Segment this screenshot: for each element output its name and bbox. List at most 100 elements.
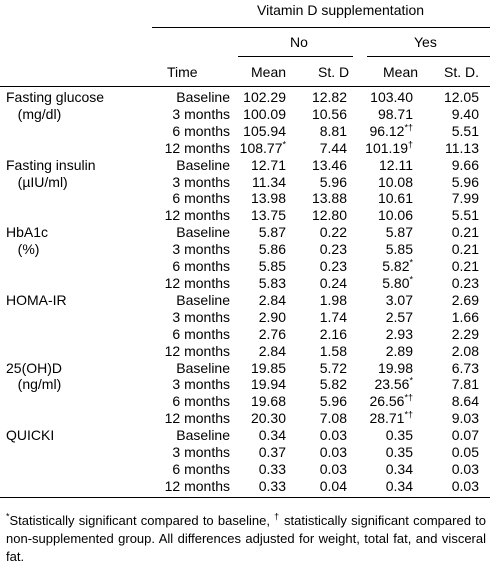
significance-mark: *† [404, 392, 413, 403]
table-row: 12 months 13.75 12.80 10.06 5.51 [0, 207, 490, 224]
time-cell: 3 months [172, 444, 230, 461]
time-header: Time [167, 64, 198, 80]
variable-unit: (µIU/ml) [6, 173, 68, 190]
time-cell: Baseline [176, 359, 230, 376]
no-mean-cell: 108.77* [239, 139, 286, 156]
no-sd-cell: 0.23 [319, 258, 347, 275]
footnote: *Statistically significant compared to b… [6, 511, 486, 564]
yes-sd-header: St. D. [444, 64, 480, 80]
table-row: 6 months 105.94 8.81 96.12*† 5.51 [0, 123, 490, 140]
yes-sd-cell: 2.08 [451, 342, 479, 359]
yes-sd-cell: 5.96 [451, 173, 479, 190]
time-cell: 12 months [164, 477, 230, 494]
yes-sd-cell: 5.51 [451, 122, 479, 139]
yes-sd-cell: 12.05 [443, 89, 479, 105]
significance-mark: * [282, 139, 286, 150]
time-cell: 3 months [172, 173, 230, 190]
table-row: (µIU/ml) 3 months 11.34 5.96 10.08 5.96 [0, 174, 490, 191]
table-row: HOMA-IR Baseline 2.84 1.98 3.07 2.69 [0, 292, 490, 309]
time-cell: 12 months [164, 207, 230, 224]
yes-sd-cell: 0.21 [451, 241, 479, 258]
yes-sd-cell: 7.81 [451, 376, 479, 393]
yes-mean-cell: 28.71*† [369, 409, 413, 427]
table-row: 6 months 2.76 2.16 2.93 2.29 [0, 326, 490, 343]
no-mean-cell: 19.68 [250, 393, 286, 410]
table-bottom-rule [0, 497, 490, 498]
time-cell: 6 months [172, 393, 230, 410]
table-row: 6 months 0.33 0.03 0.34 0.03 [0, 461, 490, 478]
time-cell: 6 months [172, 258, 230, 275]
no-sd-cell: 5.96 [319, 173, 347, 190]
yes-mean-cell: 103.40 [370, 89, 413, 105]
variable-name: 25(OH)D [6, 359, 63, 376]
yes-mean-cell: 0.35 [385, 427, 413, 444]
table-row: 6 months 19.68 5.96 26.56*† 8.64 [0, 393, 490, 410]
no-rule [238, 56, 353, 57]
table-row: 12 months 2.84 1.58 2.89 2.08 [0, 343, 490, 360]
table-row: 3 months 0.37 0.03 0.35 0.05 [0, 444, 490, 461]
no-sd-cell: 12.82 [311, 89, 347, 105]
yes-mean-cell: 0.35 [385, 444, 413, 461]
no-sd-cell: 1.58 [319, 342, 347, 359]
yes-sd-cell: 1.66 [451, 308, 479, 325]
yes-sd-cell: 0.03 [451, 460, 479, 477]
variable-unit [0, 258, 148, 275]
group-rule [152, 27, 490, 28]
yes-mean-cell: 2.89 [385, 342, 413, 359]
no-sd-cell: 2.16 [319, 325, 347, 342]
variable-name: HbA1c [6, 224, 49, 241]
no-mean-cell: 20.30 [250, 410, 286, 427]
yes-sd-cell: 5.51 [451, 207, 479, 224]
no-sd-cell: 0.03 [319, 427, 347, 444]
no-mean-header: Mean [251, 64, 287, 80]
no-mean-cell: 102.29 [243, 89, 286, 105]
yes-sd-cell: 9.40 [451, 105, 479, 122]
time-cell: 3 months [172, 308, 230, 325]
no-sd-cell: 0.22 [319, 224, 347, 241]
no-sd-cell: 0.03 [319, 444, 347, 461]
significance-mark: *† [404, 409, 413, 420]
no-sd-cell: 1.74 [319, 308, 347, 325]
time-cell: 12 months [164, 410, 230, 427]
yes-mean-cell: 5.82* [382, 257, 413, 275]
variable-unit: (ng/ml) [6, 376, 62, 393]
yes-sd-cell: 9.03 [451, 410, 479, 427]
table-row: 12 months 108.77* 7.44 101.19† 11.13 [0, 140, 490, 157]
variable-unit [0, 410, 148, 427]
variable-name: HOMA-IR [6, 291, 67, 308]
yes-mean-cell: 5.85 [385, 241, 413, 258]
table-row: 25(OH)D Baseline 19.85 5.72 19.98 6.73 [0, 360, 490, 377]
table-row: (%) 3 months 5.86 0.23 5.85 0.21 [0, 241, 490, 258]
yes-sd-cell: 8.64 [451, 393, 479, 410]
no-mean-cell: 0.33 [258, 460, 286, 477]
time-cell: Baseline [176, 427, 230, 444]
no-mean-cell: 0.37 [258, 444, 286, 461]
time-cell: 12 months [164, 139, 230, 156]
yes-mean-cell: 101.19† [365, 139, 413, 156]
time-cell: 3 months [172, 376, 230, 393]
no-mean-cell: 2.90 [258, 308, 286, 325]
no-mean-cell: 100.09 [243, 105, 286, 122]
yes-sd-cell: 0.23 [451, 274, 479, 291]
variable-name: Fasting glucose [6, 89, 105, 105]
yes-label: Yes [414, 34, 437, 50]
group-title: Vitamin D supplementation [257, 2, 425, 18]
time-cell: 6 months [172, 122, 230, 139]
no-mean-cell: 2.84 [258, 342, 286, 359]
yes-sd-cell: 9.66 [451, 156, 479, 173]
yes-sd-cell: 0.03 [451, 477, 479, 494]
variable-unit [0, 478, 148, 495]
variable-unit [0, 140, 148, 157]
variable-unit [0, 343, 148, 360]
footnote-mark: † [274, 511, 280, 522]
significance-mark: * [409, 257, 413, 268]
yes-sd-cell: 6.73 [451, 359, 479, 376]
yes-rule [367, 56, 490, 57]
time-cell: 6 months [172, 190, 230, 207]
yes-mean-cell: 0.34 [385, 477, 413, 494]
table-row: QUICKI Baseline 0.34 0.03 0.35 0.07 [0, 427, 490, 444]
yes-mean-header: Mean [383, 64, 419, 80]
no-label: No [290, 34, 308, 50]
time-cell: Baseline [176, 156, 230, 173]
no-sd-cell: 8.81 [319, 122, 347, 139]
